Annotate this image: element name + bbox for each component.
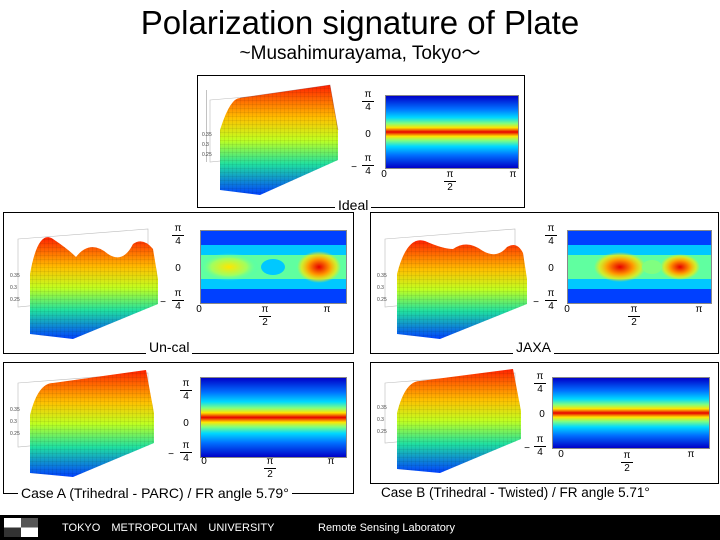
footer-laboratory: Remote Sensing Laboratory	[318, 522, 455, 534]
heatmap-jaxa	[567, 230, 712, 304]
footer-bar: TOKYO METROPOLITAN UNIVERSITY Remote Sen…	[0, 515, 720, 540]
svg-text:0.35: 0.35	[377, 405, 387, 411]
tmu-checker-logo-icon	[4, 518, 38, 537]
svg-text:0.25: 0.25	[10, 297, 20, 303]
xtick-pi: π	[327, 456, 335, 467]
ytick-minus: −	[351, 162, 357, 173]
svg-text:0.35: 0.35	[10, 273, 20, 279]
svg-text:0.3: 0.3	[10, 285, 17, 291]
xtick-zero: 0	[564, 304, 570, 315]
heatmap-uncal	[200, 230, 347, 304]
svg-text:0.25: 0.25	[10, 431, 20, 437]
surface-plot-case-b: 0.35 0.3 0.25	[377, 369, 521, 473]
svg-text:0.35: 0.35	[10, 407, 20, 413]
xtick-zero: 0	[196, 304, 202, 315]
xtick-zero: 0	[558, 449, 564, 460]
svg-text:0.3: 0.3	[377, 417, 384, 423]
svg-text:0.35: 0.35	[377, 273, 387, 279]
svg-text:0.3: 0.3	[377, 285, 384, 291]
ytick-zero: 0	[183, 418, 189, 429]
xtick-pi: π	[695, 304, 703, 315]
xtick-zero: 0	[381, 169, 387, 180]
xtick-zero: 0	[201, 456, 207, 467]
surface-plot-ideal: 0.35 0.3 0.25	[202, 84, 339, 195]
surface-plot-uncal: 0.35 0.3 0.25	[10, 228, 158, 339]
caption-uncal: Un-cal	[146, 339, 193, 355]
page-title: Polarization signature of Plate	[140, 4, 580, 41]
caption-jaxa: JAXA	[513, 339, 555, 355]
surface-plot-jaxa: 0.35 0.3 0.25	[377, 228, 527, 339]
ytick-zero: 0	[548, 263, 554, 274]
ytick-minus: −	[160, 297, 166, 308]
footer-organization: TOKYO METROPOLITAN UNIVERSITY	[62, 522, 275, 534]
ytick-minus: −	[524, 443, 530, 454]
caption-case-a: Case A (Trihedral - PARC) / FR angle 5.7…	[18, 485, 292, 501]
heatmap-case-b	[552, 377, 710, 449]
xtick-pi: π	[687, 449, 695, 460]
xtick-pi: π	[509, 169, 517, 180]
svg-text:0.25: 0.25	[377, 429, 387, 435]
page-subtitle: ~Musahimurayama, Tokyo～	[239, 43, 481, 64]
heatmap-ideal	[385, 95, 519, 169]
svg-text:0.3: 0.3	[10, 419, 17, 425]
ytick-zero: 0	[175, 263, 181, 274]
ytick-minus: −	[533, 297, 539, 308]
ytick-zero: 0	[365, 129, 371, 140]
svg-text:0.3: 0.3	[202, 142, 209, 148]
heatmap-case-a	[200, 377, 347, 458]
svg-text:0.25: 0.25	[202, 152, 212, 158]
svg-text:0.25: 0.25	[377, 297, 387, 303]
ytick-zero: 0	[539, 409, 545, 420]
surface-plot-case-a: 0.35 0.3 0.25	[10, 370, 154, 477]
caption-ideal: Ideal	[335, 197, 372, 213]
ytick-minus: −	[168, 449, 174, 460]
xtick-pi: π	[323, 304, 331, 315]
svg-text:0.35: 0.35	[202, 132, 212, 138]
caption-case-b: Case B (Trihedral - Twisted) / FR angle …	[378, 485, 653, 501]
